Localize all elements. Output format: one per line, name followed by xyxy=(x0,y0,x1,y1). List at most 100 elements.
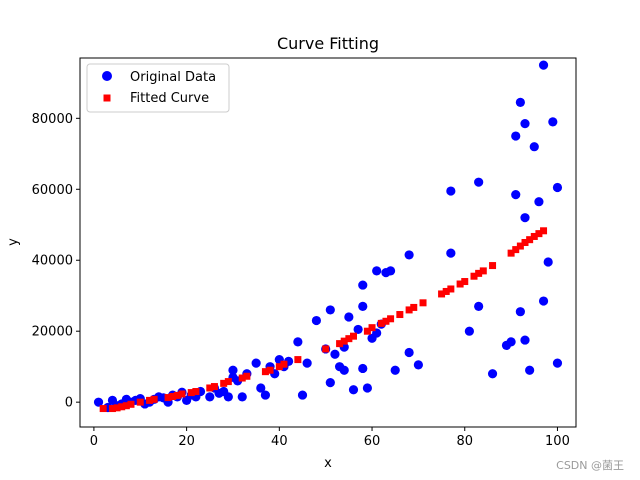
original-data-point xyxy=(534,197,544,207)
y-tick-label: 60000 xyxy=(32,183,73,198)
x-axis-label: x xyxy=(324,456,332,471)
fitted-curve-point xyxy=(535,230,543,238)
x-tick-label: 60 xyxy=(364,434,381,449)
fitted-curve-point xyxy=(396,311,404,319)
original-data-point xyxy=(529,142,539,152)
fitted-curve-point xyxy=(294,356,302,364)
fitted-curve-point xyxy=(146,396,154,404)
fitted-curve-point xyxy=(470,272,478,280)
original-data-point xyxy=(228,365,238,375)
fitted-curve-point xyxy=(169,392,177,400)
chart-title: Curve Fitting xyxy=(277,34,379,53)
fitted-curve-point xyxy=(419,299,427,307)
original-data-point xyxy=(464,326,474,336)
fitted-curve-point xyxy=(349,332,357,340)
fitted-curve-point xyxy=(377,319,385,327)
original-data-point xyxy=(358,280,368,290)
x-tick-label: 20 xyxy=(178,434,195,449)
y-tick-label: 20000 xyxy=(32,325,73,340)
original-data-point xyxy=(372,266,382,276)
original-data-point xyxy=(543,257,553,267)
fitted-curve-point xyxy=(410,303,418,311)
original-data-point xyxy=(339,365,349,375)
original-data-point xyxy=(404,347,414,358)
fitted-curve-point xyxy=(461,278,469,286)
fitted-curve-point xyxy=(489,262,497,270)
original-data-point xyxy=(344,312,354,322)
fitted-curve-point xyxy=(187,389,195,397)
fitted-curve-point xyxy=(238,374,246,382)
fitted-curve-point xyxy=(280,360,288,368)
fitted-curve-point xyxy=(405,306,413,314)
fitted-curve-point xyxy=(210,383,218,391)
fitted-curve-point xyxy=(345,335,353,343)
original-data-point xyxy=(390,365,400,375)
fitted-curve-point xyxy=(322,345,330,353)
y-tick-label: 40000 xyxy=(32,254,73,269)
original-data-point xyxy=(525,365,535,375)
fitted-curve-point xyxy=(438,290,446,298)
original-data-point xyxy=(520,213,530,223)
fitted-curve-point xyxy=(540,227,548,235)
original-data-point xyxy=(552,182,563,193)
y-tick-label: 0 xyxy=(65,396,73,411)
fitted-curve-point xyxy=(363,327,371,335)
legend-box xyxy=(86,63,230,113)
fitted-curve-point xyxy=(122,402,130,410)
original-data-point xyxy=(446,186,456,196)
y-axis-ticks: 0 20000 40000 60000 80000 xyxy=(32,112,80,411)
fitted-curve-point xyxy=(108,405,116,413)
fitted-curve-point xyxy=(150,395,158,403)
fitted-curve-point xyxy=(224,378,232,386)
original-data-point xyxy=(385,266,396,276)
original-data-point xyxy=(446,248,456,258)
original-data-point xyxy=(362,383,373,393)
legend-label-original-data: Original Data xyxy=(130,70,216,85)
fitted-curve-point xyxy=(479,267,487,275)
x-tick-label: 80 xyxy=(456,434,473,449)
original-data-point xyxy=(548,117,558,127)
original-data-point xyxy=(474,177,484,187)
original-data-point xyxy=(223,392,233,402)
fitted-curve-point xyxy=(368,324,376,332)
original-data-point xyxy=(511,190,521,200)
original-data-point xyxy=(325,378,335,388)
fitted-curve-point xyxy=(340,337,348,345)
fitted-curve-point xyxy=(220,379,228,387)
legend-label-fitted-curve: Fitted Curve xyxy=(130,91,209,106)
fitted-curve-point xyxy=(118,403,126,411)
original-data-point xyxy=(330,349,340,359)
watermark: CSDN @菌王 xyxy=(556,459,624,472)
original-data-point xyxy=(93,397,104,407)
x-axis-ticks: 0 20 40 60 80 100 xyxy=(90,427,570,449)
fitted-curve-point xyxy=(475,269,483,277)
y-tick-label: 80000 xyxy=(32,112,73,127)
fitted-curve-point xyxy=(266,366,274,374)
original-data-point xyxy=(520,119,530,129)
fitted-curve-point xyxy=(507,249,515,257)
legend-marker-fitted-curve xyxy=(103,94,111,102)
fitted-curve-point xyxy=(127,400,135,408)
fitted-curve-point xyxy=(261,368,269,376)
fitted-curve-point xyxy=(387,315,395,323)
original-data-point xyxy=(506,337,516,347)
original-data-point xyxy=(538,60,549,70)
original-data-point xyxy=(325,305,335,315)
fitted-curve-point xyxy=(113,404,121,412)
fitted-curve-point xyxy=(206,384,214,392)
fitted-curve-point xyxy=(336,340,344,348)
original-data-point xyxy=(511,131,521,141)
original-data-point xyxy=(515,307,525,317)
original-data-point xyxy=(520,335,530,345)
fitted-curve-point xyxy=(512,246,520,254)
original-data-point xyxy=(404,250,414,260)
x-tick-label: 40 xyxy=(271,434,288,449)
fitted-curve-point xyxy=(243,372,251,380)
y-axis-label: y xyxy=(6,238,21,246)
fitted-curve-series xyxy=(99,227,548,413)
fitted-curve-point xyxy=(136,398,144,406)
original-data-point xyxy=(205,392,215,402)
original-data-point xyxy=(487,369,498,379)
x-tick-label: 100 xyxy=(545,434,570,449)
